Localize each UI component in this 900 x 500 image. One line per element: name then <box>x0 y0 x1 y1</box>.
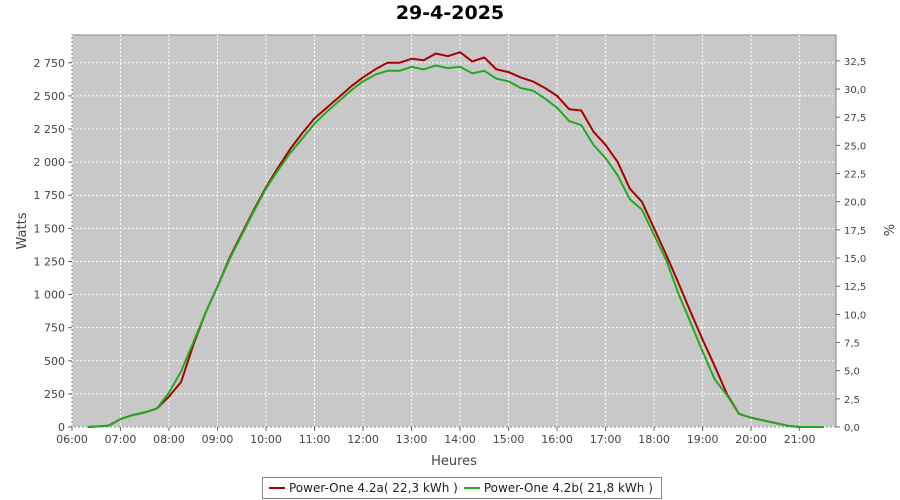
x-tick-label: 14:00 <box>444 433 476 446</box>
y-tick-label: 1 750 <box>34 189 66 202</box>
plot-background <box>71 34 837 428</box>
x-tick-label: 15:00 <box>493 433 525 446</box>
y2-tick-label: 15,0 <box>844 254 866 265</box>
y2-tick-label: 27,5 <box>844 113 866 124</box>
y2-axis-label: % <box>880 224 895 236</box>
x-tick-label: 16:00 <box>541 433 573 446</box>
legend: Power-One 4.2a( 22,3 kWh ) Power-One 4.2… <box>262 477 662 499</box>
x-tick-label: 19:00 <box>687 433 719 446</box>
y-tick-label: 2 000 <box>34 156 66 169</box>
x-tick-label: 17:00 <box>590 433 622 446</box>
y2-tick-label: 7,5 <box>844 339 860 350</box>
x-axis: 06:00 07:00 08:00 09:00 10:00 11:00 12:00 13:00… <box>56 427 815 446</box>
legend-label-series-b: Power-One 4.2b( 21,8 kWh ) <box>483 481 653 495</box>
legend-swatch-series-b <box>463 487 480 489</box>
y-axis-right: 0,0 2,5 5,0 7,5 10,0 12,5 15,0 17,5 20,0 22,5 25,0… <box>836 57 866 434</box>
x-tick-label: 12:00 <box>347 433 379 446</box>
y-tick-label: 2 500 <box>34 90 66 103</box>
legend-label-series-a: Power-One 4.2a( 22,3 kWh ) <box>289 481 458 495</box>
y-tick-label: 500 <box>44 355 65 368</box>
y-tick-label: 750 <box>44 322 65 335</box>
series-line-b <box>87 64 824 428</box>
legend-swatch-series-a <box>269 487 285 489</box>
x-axis-label: Heures <box>431 454 477 469</box>
x-tick-label: 20:00 <box>735 433 767 446</box>
y-axis-label: Watts <box>15 212 30 249</box>
x-tick-label: 08:00 <box>153 433 185 446</box>
grid-lines <box>71 35 836 428</box>
y2-tick-label: 32,5 <box>844 57 866 68</box>
x-tick-label: 13:00 <box>396 433 428 446</box>
y2-tick-label: 17,5 <box>844 226 866 237</box>
y2-tick-label: 10,0 <box>844 310 866 321</box>
y-tick-label: 2 250 <box>34 123 66 136</box>
y-axis-left: 0 250 500 750 1 000 1 250 1 500 1 750 2 000 2 250… <box>34 57 72 434</box>
x-tick-label: 11:00 <box>299 433 331 446</box>
line-chart: 06:00 07:00 08:00 09:00 10:00 11:00 12:00 13:00… <box>15 34 895 469</box>
y-tick-label: 2 750 <box>34 57 66 70</box>
y-tick-label: 1 000 <box>34 289 66 302</box>
y-tick-label: 1 500 <box>34 222 66 235</box>
y2-tick-label: 0,0 <box>844 423 860 434</box>
y2-tick-label: 30,0 <box>844 85 866 96</box>
y2-tick-label: 20,0 <box>844 198 866 209</box>
x-tick-label: 07:00 <box>105 433 137 446</box>
chart-title: 29-4-2025 <box>395 2 505 24</box>
series-lines <box>87 51 824 428</box>
y2-tick-label: 12,5 <box>844 282 866 293</box>
y-tick-label: 250 <box>44 388 65 401</box>
x-tick-label: 21:00 <box>784 433 816 446</box>
x-tick-label: 10:00 <box>250 433 282 446</box>
legend-item-series-b: Power-One 4.2b( 21,8 kWh ) <box>463 481 653 495</box>
x-tick-label: 09:00 <box>202 433 234 446</box>
y2-tick-label: 25,0 <box>844 141 866 152</box>
y-tick-label: 1 250 <box>34 255 66 268</box>
x-tick-label: 18:00 <box>638 433 670 446</box>
y2-tick-label: 5,0 <box>844 367 860 378</box>
y2-tick-label: 22,5 <box>844 170 866 181</box>
y-tick-label: 0 <box>58 421 65 434</box>
y2-tick-label: 2,5 <box>844 395 860 406</box>
legend-item-series-a: Power-One 4.2a( 22,3 kWh ) <box>269 481 458 495</box>
x-tick-label: 06:00 <box>56 433 88 446</box>
